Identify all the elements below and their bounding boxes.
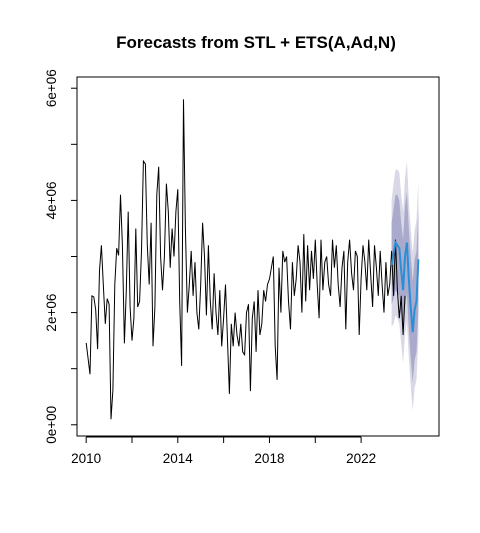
y-tick-label: 4e+06 [44, 181, 59, 219]
x-tick-label: 2018 [254, 451, 284, 466]
y-tick-label: 6e+06 [44, 69, 59, 107]
x-tick-label: 2010 [71, 451, 101, 466]
x-tick-label: 2022 [346, 451, 376, 466]
history-line [85, 99, 406, 420]
x-tick-label: 2014 [163, 451, 194, 466]
forecast-series [390, 239, 420, 333]
prediction-interval-80 [391, 192, 419, 383]
chart-title: Forecasts from STL + ETS(A,Ad,N) [116, 33, 396, 52]
history-series [85, 99, 406, 420]
x-axis: 2010 2014 2018 2022 [71, 436, 376, 466]
y-tick-label: 2e+06 [44, 294, 59, 332]
y-tick-label: 0e+00 [44, 406, 59, 444]
forecast-mean-line [390, 239, 420, 333]
interval-80-band [391, 192, 419, 383]
y-axis: 0e+00 2e+06 4e+06 6e+06 [44, 69, 78, 444]
plot-frame [76, 76, 440, 437]
